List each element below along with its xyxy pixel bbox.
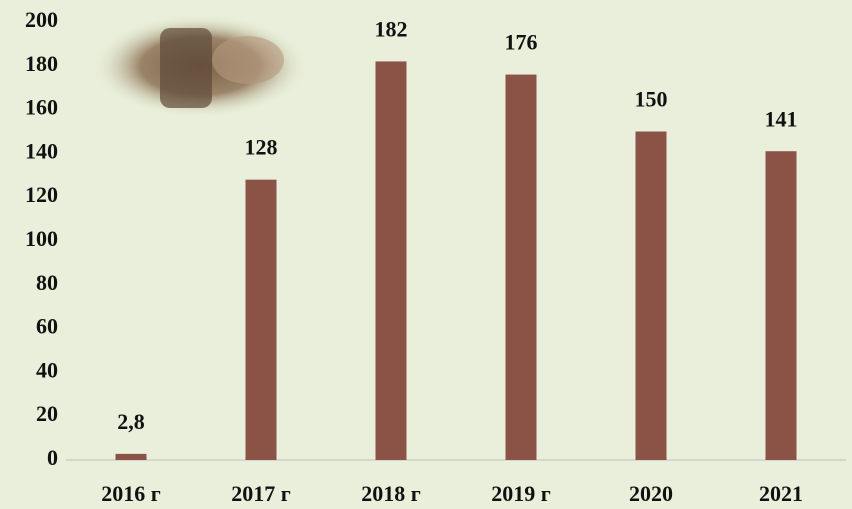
bar xyxy=(505,74,537,460)
x-tick-label: 2017 г xyxy=(231,481,291,506)
y-tick-label: 100 xyxy=(25,226,58,251)
data-label: 150 xyxy=(635,87,668,112)
bar xyxy=(115,453,147,460)
decorative-photo xyxy=(92,14,308,118)
y-tick-label: 200 xyxy=(25,7,58,32)
data-label: 141 xyxy=(765,106,798,131)
bar xyxy=(375,61,407,461)
y-tick-label: 180 xyxy=(25,51,58,76)
bar xyxy=(245,179,277,460)
bar xyxy=(635,131,667,460)
data-label: 182 xyxy=(375,16,408,41)
x-tick-label: 2016 г xyxy=(101,481,161,506)
data-label: 2,8 xyxy=(117,409,145,434)
y-tick-label: 140 xyxy=(25,138,58,163)
bar xyxy=(765,151,797,460)
photo-figure xyxy=(212,36,284,84)
y-tick-label: 160 xyxy=(25,95,58,120)
y-tick-label: 0 xyxy=(47,445,58,470)
x-tick-label: 2021 xyxy=(759,481,803,506)
data-label: 128 xyxy=(245,135,278,160)
y-tick-label: 120 xyxy=(25,182,58,207)
y-tick-label: 40 xyxy=(36,357,58,382)
x-tick-label: 2019 г xyxy=(491,481,551,506)
y-tick-label: 60 xyxy=(36,314,58,339)
photo-trunk xyxy=(160,28,212,108)
x-tick-label: 2018 г xyxy=(361,481,421,506)
y-tick-label: 20 xyxy=(36,401,58,426)
data-label: 176 xyxy=(505,30,538,55)
x-tick-label: 2020 xyxy=(629,481,673,506)
y-tick-label: 80 xyxy=(36,270,58,295)
